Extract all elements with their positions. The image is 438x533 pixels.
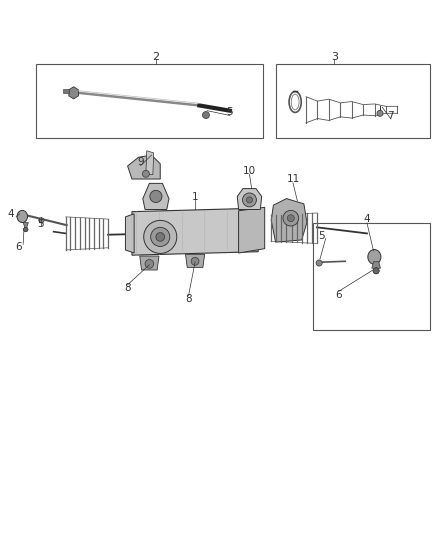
Text: 6: 6 [15, 242, 22, 252]
Bar [63, 90, 69, 93]
Bar [313, 223, 430, 329]
Text: 5: 5 [226, 107, 233, 117]
Text: 1: 1 [192, 192, 198, 202]
Text: 3: 3 [331, 52, 338, 62]
Ellipse shape [368, 249, 381, 264]
Text: 2: 2 [152, 52, 159, 62]
Circle shape [377, 110, 383, 116]
Polygon shape [185, 254, 205, 268]
Circle shape [151, 228, 170, 246]
Text: 6: 6 [336, 290, 342, 300]
Text: 4: 4 [7, 209, 14, 219]
Polygon shape [237, 189, 261, 209]
Circle shape [283, 211, 299, 226]
Ellipse shape [17, 211, 28, 223]
Circle shape [145, 260, 154, 268]
Text: 11: 11 [286, 174, 300, 184]
Polygon shape [125, 214, 134, 253]
Circle shape [316, 260, 322, 266]
Polygon shape [372, 262, 381, 268]
Text: 5: 5 [318, 231, 325, 241]
Circle shape [287, 215, 294, 222]
Polygon shape [239, 207, 265, 253]
Circle shape [142, 171, 149, 177]
Text: 8: 8 [124, 283, 131, 293]
Text: 10: 10 [243, 166, 256, 176]
Circle shape [150, 190, 162, 203]
Text: 4: 4 [364, 214, 370, 224]
Circle shape [156, 232, 165, 241]
Circle shape [247, 197, 253, 203]
Circle shape [202, 111, 209, 118]
Text: 9: 9 [138, 157, 144, 167]
Polygon shape [271, 199, 307, 242]
Circle shape [373, 268, 379, 274]
Circle shape [373, 268, 379, 274]
Text: 5: 5 [37, 219, 44, 229]
Bar [276, 64, 430, 138]
Circle shape [243, 193, 256, 207]
Polygon shape [146, 151, 154, 175]
Polygon shape [132, 208, 258, 255]
Bar [36, 64, 262, 138]
Text: 8: 8 [185, 294, 192, 304]
Polygon shape [140, 256, 159, 270]
Polygon shape [69, 87, 78, 99]
Circle shape [191, 257, 199, 265]
Circle shape [24, 228, 28, 232]
Polygon shape [23, 223, 28, 228]
Circle shape [144, 220, 177, 254]
Circle shape [39, 218, 44, 223]
Text: 7: 7 [388, 111, 394, 122]
Polygon shape [127, 155, 160, 179]
Polygon shape [143, 183, 169, 209]
Circle shape [24, 228, 28, 232]
